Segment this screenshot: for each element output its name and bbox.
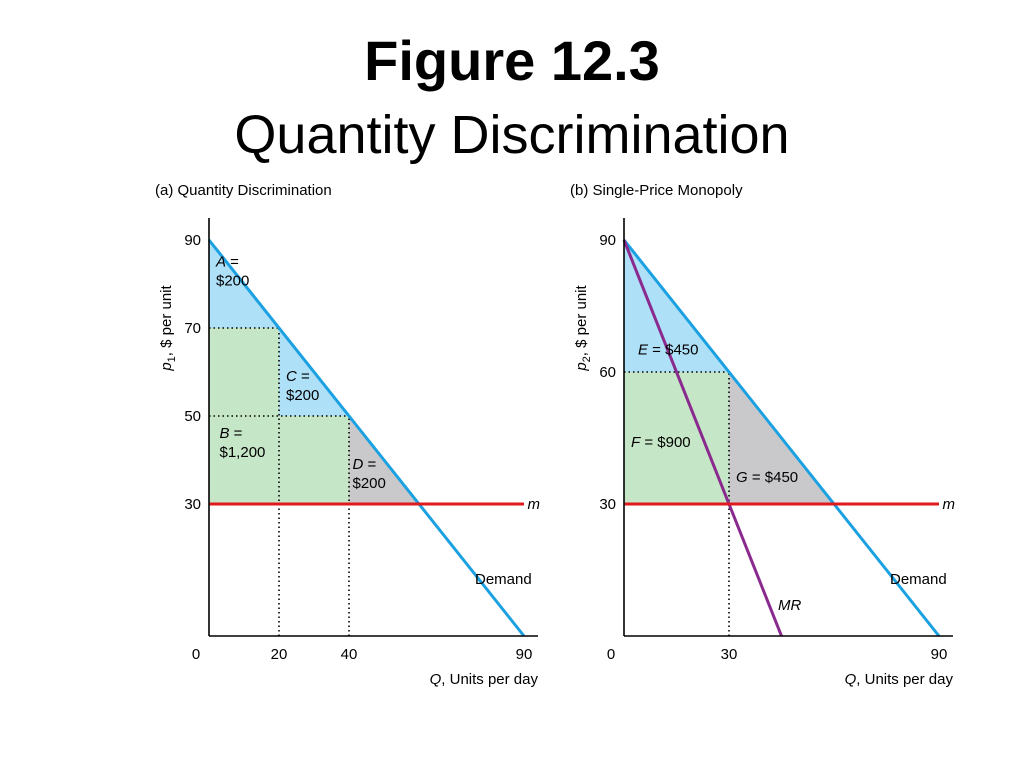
x-tick-label-20: 20 xyxy=(271,646,288,663)
area-c-label-value: $200 xyxy=(286,387,319,404)
area-f-label: F = $900 xyxy=(631,434,691,451)
x-tick-label-30: 30 xyxy=(721,646,738,663)
area-c-label: C = xyxy=(286,368,310,385)
area-g-label: G = $450 xyxy=(736,469,798,486)
y-axis-label: p1, $ per unit xyxy=(158,285,178,372)
y-tick-label-30: 30 xyxy=(599,496,616,513)
demand-label: Demand xyxy=(475,571,532,588)
area-a-label-value: $200 xyxy=(216,272,249,289)
panel-b-single-price-monopoly: 30 60 90 0 30 90 (b) Single-Price Monopoly p2, … xyxy=(570,182,955,688)
shaded-area-2 xyxy=(624,372,729,504)
demand-line xyxy=(622,239,941,637)
marginal-revenue-line xyxy=(622,239,783,637)
marginal-cost-label: m xyxy=(943,496,956,513)
x-tick-label-90: 90 xyxy=(516,646,533,663)
y-tick-label-90: 90 xyxy=(184,232,201,249)
x-axis-label: Q, Units per day xyxy=(845,671,954,688)
shaded-area-3 xyxy=(209,328,349,504)
area-b-label-value: $1,200 xyxy=(220,444,266,461)
x-tick-label-0: 0 xyxy=(607,646,615,663)
x-tick-label-0: 0 xyxy=(192,646,200,663)
demand-label: Demand xyxy=(890,571,947,588)
y-tick-label-90: 90 xyxy=(599,232,616,249)
area-e-label: E = $450 xyxy=(638,341,698,358)
mr-label: MR xyxy=(778,597,801,614)
panel-a-quantity-discrimination: 30 50 70 90 0 20 40 90 (a) Quantity Discriminati… xyxy=(155,182,540,688)
panel-label: (b) Single-Price Monopoly xyxy=(570,182,743,199)
x-tick-label-90: 90 xyxy=(931,646,948,663)
area-b-label: B = xyxy=(220,425,243,442)
area-d-label: D = xyxy=(353,456,377,473)
figure-subtitle: Quantity Discrimination xyxy=(234,105,790,165)
y-axis-label: p2, $ per unit xyxy=(573,285,593,372)
panel-label: (a) Quantity Discrimination xyxy=(155,182,332,199)
marginal-cost-label: m xyxy=(528,496,541,513)
y-tick-label-60: 60 xyxy=(599,364,616,381)
area-d-label-value: $200 xyxy=(353,475,386,492)
x-tick-label-40: 40 xyxy=(341,646,358,663)
y-tick-label-30: 30 xyxy=(184,496,201,513)
area-a-label: A = xyxy=(215,253,239,270)
y-tick-label-50: 50 xyxy=(184,408,201,425)
figure-title: Figure 12.3 xyxy=(364,29,660,92)
x-axis-label: Q, Units per day xyxy=(430,671,539,688)
demand-line xyxy=(207,239,526,637)
y-tick-label-70: 70 xyxy=(184,320,201,337)
